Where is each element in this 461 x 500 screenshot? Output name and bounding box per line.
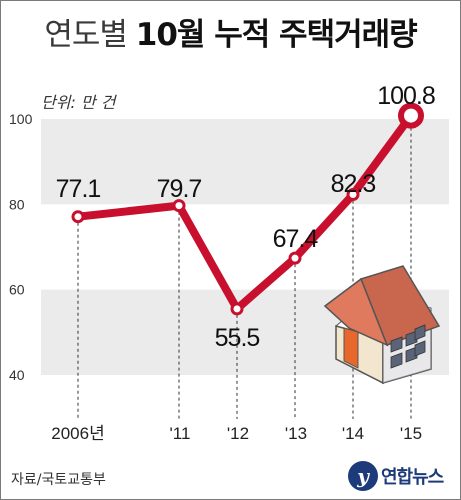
data-point	[172, 199, 186, 213]
data-point	[288, 251, 302, 265]
data-label: 79.7	[157, 175, 202, 203]
x-tick-label: '15	[400, 424, 422, 443]
logo-mark-icon: y	[348, 461, 378, 491]
source-label: 자료/국토교통부	[11, 472, 106, 488]
unit-label: 단위: 만 건	[41, 93, 116, 112]
data-point	[230, 302, 244, 316]
y-tick-label: 80	[9, 196, 25, 212]
data-label: 77.1	[56, 175, 101, 203]
x-tick-label: '11	[170, 424, 191, 443]
data-label: 67.4	[273, 225, 319, 253]
x-tick-label: '12	[227, 424, 249, 443]
title-light: 연도별	[44, 17, 128, 53]
yonhap-logo: y 연합뉴스	[348, 459, 444, 493]
data-label: 100.8	[377, 82, 435, 110]
x-tick-label: '14	[342, 424, 364, 443]
y-tick-label: 100	[9, 111, 33, 127]
x-tick-label: 2006년	[51, 424, 104, 443]
data-label: 82.3	[331, 170, 376, 198]
x-tick-label: '13	[285, 424, 307, 443]
data-point	[71, 210, 85, 224]
grid-band	[41, 119, 449, 205]
title-bold: 10월 누적 주택거래량	[135, 17, 418, 53]
chart-title: 연도별 10월 누적 주택거래량	[1, 9, 460, 54]
data-point-highlight	[398, 102, 424, 129]
series-line	[74, 111, 415, 313]
data-point	[346, 188, 360, 202]
data-label: 55.5	[215, 324, 260, 352]
y-tick-label: 60	[9, 282, 25, 298]
logo-text: 연합뉴스	[381, 467, 444, 488]
house-icon	[323, 265, 441, 385]
y-tick-label: 40	[9, 367, 25, 383]
